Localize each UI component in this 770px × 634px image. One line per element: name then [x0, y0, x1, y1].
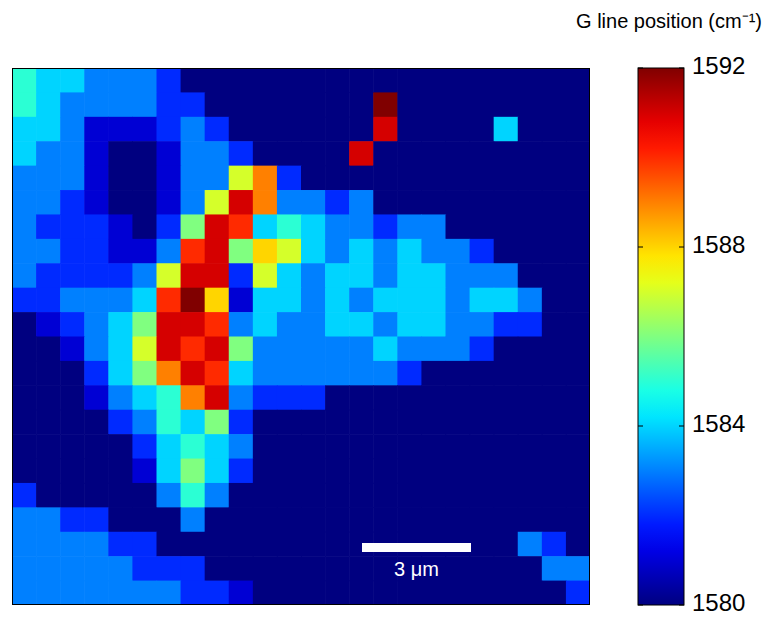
svg-text:1588: 1588 — [692, 231, 745, 258]
svg-text:1584: 1584 — [692, 410, 745, 437]
html-text:G line position (cm⁻¹): G line position (cm⁻¹) — [576, 10, 762, 32]
svg-text:1580: 1580 — [692, 589, 745, 616]
html-text:3 μm: 3 μm — [394, 558, 439, 580]
svg-text:1592: 1592 — [692, 52, 745, 79]
